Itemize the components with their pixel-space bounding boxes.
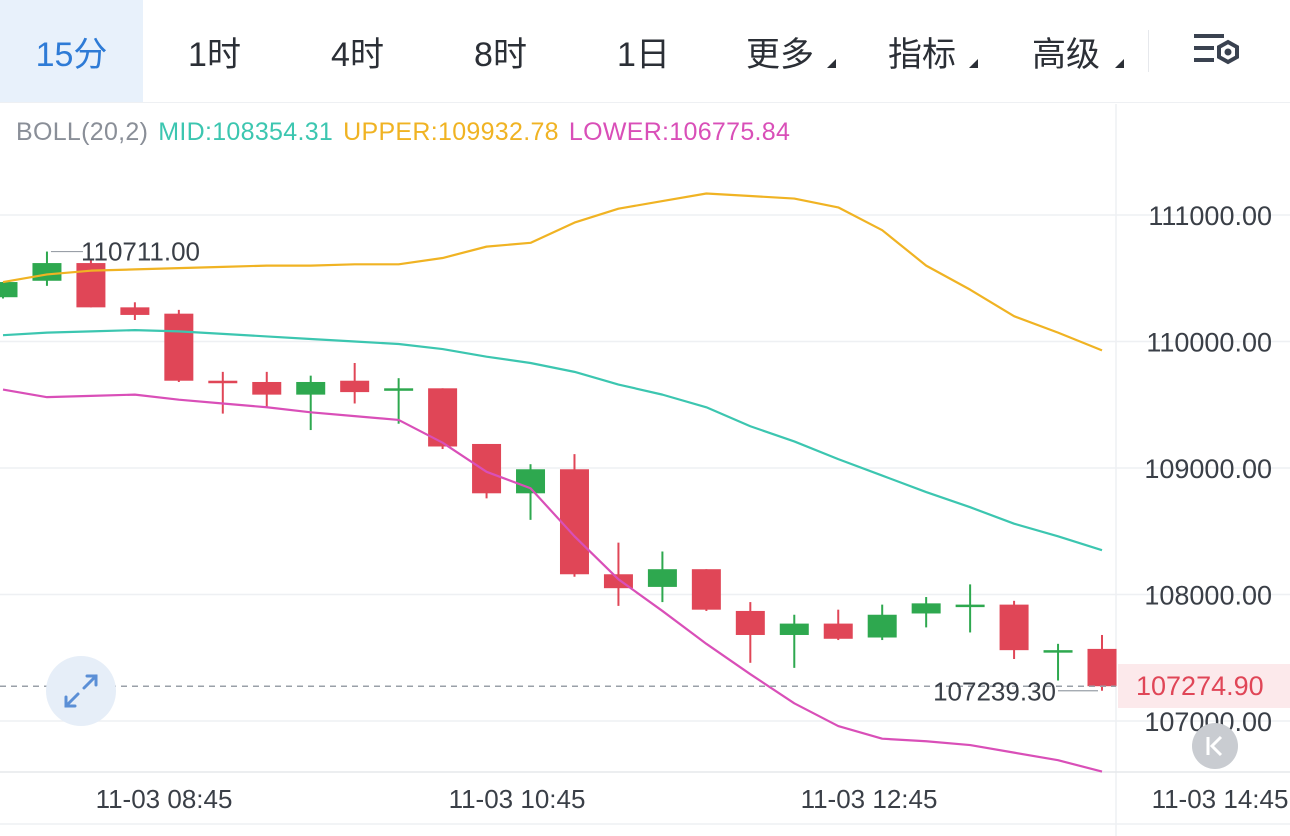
boll-lower-value: LOWER:106775.84 xyxy=(568,118,791,146)
candle-body xyxy=(867,614,897,638)
boll-mid-value: MID:108354.31 xyxy=(158,118,334,146)
candle-body xyxy=(955,604,985,608)
tab-more-dropdown[interactable]: 更多 xyxy=(720,0,840,102)
tab-4h[interactable]: 4时 xyxy=(286,0,429,102)
tab-1h[interactable]: 1时 xyxy=(143,0,286,102)
dropdown-arrow-icon xyxy=(969,59,978,68)
boll-upper-value: UPPER:109932.78 xyxy=(343,118,559,146)
y-tick-label: 111000.00 xyxy=(1148,201,1272,231)
candle-body xyxy=(559,469,589,575)
x-tick-label: 11-03 12:45 xyxy=(801,784,938,814)
boll-line-upper xyxy=(2,192,1103,352)
tab-label: 8时 xyxy=(474,35,527,74)
current-price-label: 107274.90 xyxy=(1118,664,1290,708)
boll-line-lower xyxy=(2,388,1103,773)
candle-body xyxy=(779,623,809,635)
candle-up xyxy=(296,375,326,431)
boll-indicator-legend: BOLL(20,2) MID:108354.31 UPPER:109932.78 LO… xyxy=(16,118,800,147)
tab-advanced-dropdown[interactable]: 高级 xyxy=(1004,0,1128,102)
candle-up xyxy=(779,614,809,668)
candle-down xyxy=(164,309,194,382)
candle-up xyxy=(384,378,414,424)
candle-body xyxy=(32,263,62,281)
tab-divider xyxy=(1148,30,1149,72)
tab-label: 更多 xyxy=(746,35,814,74)
x-tick-label: 11-03 08:45 xyxy=(96,784,233,814)
dropdown-arrow-icon xyxy=(827,59,836,68)
candle-body xyxy=(1087,648,1117,687)
candle-body xyxy=(120,307,150,315)
candle-down xyxy=(472,443,502,499)
tab-label: 15分 xyxy=(35,35,108,74)
dropdown-arrow-icon xyxy=(1115,59,1124,68)
candle-up xyxy=(647,551,677,603)
settings-icon[interactable] xyxy=(1190,28,1242,74)
candle-body xyxy=(0,282,18,298)
boll-line-mid xyxy=(2,329,1103,552)
candle-body xyxy=(911,603,941,614)
candle-down xyxy=(691,569,721,611)
candle-up xyxy=(516,464,546,520)
candle-down xyxy=(735,602,765,663)
candle-body xyxy=(823,623,853,639)
candle-up xyxy=(911,597,941,628)
candle-down xyxy=(559,454,589,577)
candle-body xyxy=(472,443,502,494)
x-tick-label: 11-03 14:45 xyxy=(1152,784,1289,814)
tab-label: 高级 xyxy=(1032,35,1100,74)
candle-down xyxy=(999,600,1029,660)
candle-body xyxy=(296,381,326,395)
tab-label: 1时 xyxy=(188,35,241,74)
scroll-latest-icon xyxy=(1206,735,1223,757)
candle-up xyxy=(0,282,18,299)
x-tick-label: 11-03 10:45 xyxy=(449,784,586,814)
tab-label: 1日 xyxy=(617,35,670,74)
candle-down xyxy=(208,371,238,414)
candle-up xyxy=(955,584,985,633)
candle-down xyxy=(340,363,370,404)
candle-body xyxy=(340,380,370,393)
y-tick-label: 110000.00 xyxy=(1146,328,1272,358)
candle-body xyxy=(735,610,765,635)
candle-body xyxy=(1043,650,1073,653)
max-price-label: 110711.00 xyxy=(81,237,200,267)
scroll-to-latest-button[interactable] xyxy=(1192,723,1238,769)
tab-label: 指标 xyxy=(888,35,956,74)
y-tick-label: 108000.00 xyxy=(1144,581,1272,611)
candle-body xyxy=(647,569,677,587)
candle-body xyxy=(164,313,194,381)
expand-icon xyxy=(64,674,98,708)
candle-down xyxy=(1087,634,1117,691)
tab-8h[interactable]: 8时 xyxy=(429,0,572,102)
y-tick-label: 109000.00 xyxy=(1144,454,1272,484)
candle-up xyxy=(1043,643,1073,681)
timeframe-tab-bar: 15分 1时 4时 8时 1日 更多 指标 高级 xyxy=(0,0,1290,103)
candle-body xyxy=(691,569,721,610)
candle-down xyxy=(603,542,633,606)
tab-label: 4时 xyxy=(331,35,384,74)
min-price-label: 107239.30 xyxy=(933,677,1056,707)
candle-body xyxy=(252,381,282,395)
boll-name: BOLL(20,2) xyxy=(16,118,149,146)
tab-15m[interactable]: 15分 xyxy=(0,0,143,102)
tab-1d[interactable]: 1日 xyxy=(572,0,715,102)
candle-down xyxy=(252,371,282,408)
candle-down xyxy=(120,302,150,320)
candle-body xyxy=(208,380,238,384)
expand-chart-button[interactable] xyxy=(46,656,116,726)
tab-indicators-dropdown[interactable]: 指标 xyxy=(862,0,982,102)
candle-down xyxy=(823,609,853,641)
candle-body xyxy=(999,604,1029,651)
candle-body xyxy=(384,388,414,391)
candle-up xyxy=(32,251,62,286)
candle-up xyxy=(867,604,897,641)
candle-down xyxy=(428,388,458,450)
